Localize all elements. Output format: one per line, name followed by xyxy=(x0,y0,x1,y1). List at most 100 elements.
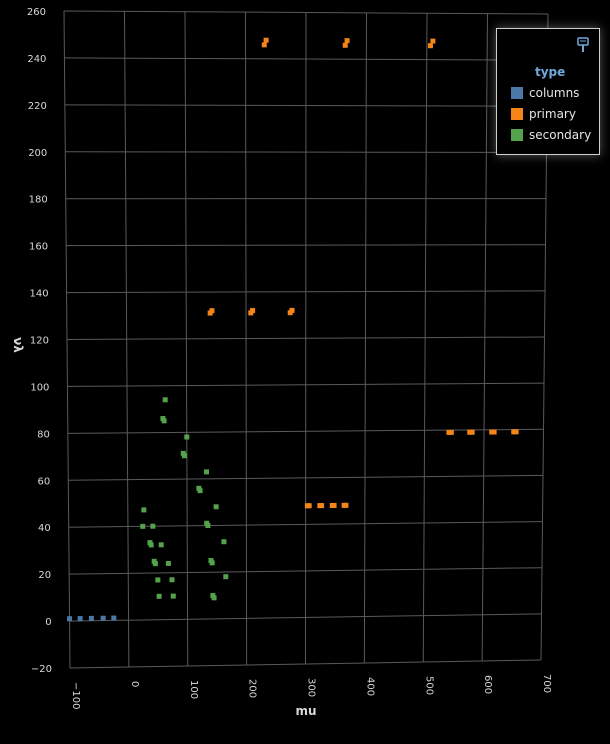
paint-bucket-icon[interactable] xyxy=(577,37,589,53)
y-tick-label: 260 xyxy=(27,7,46,18)
data-point-secondary[interactable] xyxy=(165,560,171,566)
grid-line-horizontal xyxy=(69,613,542,622)
grid-line-horizontal xyxy=(69,659,542,669)
data-point-secondary[interactable] xyxy=(213,504,219,510)
x-tick-label: 300 xyxy=(306,678,317,697)
legend-swatch xyxy=(511,87,523,99)
y-tick-label: 180 xyxy=(29,195,48,206)
data-point-secondary[interactable] xyxy=(152,561,158,567)
data-point-secondary[interactable] xyxy=(221,539,227,545)
data-points[interactable] xyxy=(67,37,519,622)
grid-line-horizontal xyxy=(67,382,545,387)
data-point-primary[interactable] xyxy=(448,429,454,435)
y-tick-label: 200 xyxy=(28,148,47,159)
grid-line-horizontal xyxy=(66,336,545,340)
x-tick-label: 200 xyxy=(247,679,258,698)
data-point-primary[interactable] xyxy=(469,429,475,435)
legend-label: primary xyxy=(529,107,576,121)
grid xyxy=(63,10,549,669)
y-tick-label: 240 xyxy=(27,54,46,65)
data-point-secondary[interactable] xyxy=(156,593,162,599)
data-point-primary[interactable] xyxy=(427,43,433,49)
data-point-secondary[interactable] xyxy=(170,593,176,599)
grid-line-horizontal xyxy=(66,290,546,294)
data-point-secondary[interactable] xyxy=(209,560,215,566)
grid-line-horizontal xyxy=(68,474,544,481)
data-point-columns[interactable] xyxy=(88,615,94,621)
y-tick-label: 140 xyxy=(29,289,48,300)
data-point-secondary[interactable] xyxy=(184,434,190,440)
x-tick-label: 700 xyxy=(541,674,552,693)
data-point-columns[interactable] xyxy=(100,615,106,621)
data-point-secondary[interactable] xyxy=(211,595,217,601)
y-tick-label: 220 xyxy=(28,101,47,112)
legend-label: columns xyxy=(529,86,580,100)
y-tick-label: 40 xyxy=(38,523,51,534)
data-point-secondary[interactable] xyxy=(162,397,168,403)
legend[interactable]: type columns primary secondary xyxy=(496,28,600,155)
x-tick-label: 0 xyxy=(129,681,140,687)
data-point-secondary[interactable] xyxy=(148,542,154,548)
legend-item-secondary[interactable]: secondary xyxy=(511,127,591,143)
legend-item-primary[interactable]: primary xyxy=(511,106,576,122)
y-tick-label: 80 xyxy=(37,429,50,440)
legend-title: type xyxy=(535,65,566,79)
data-point-primary[interactable] xyxy=(261,42,267,48)
data-point-columns[interactable] xyxy=(67,616,73,622)
data-point-primary[interactable] xyxy=(250,308,256,314)
y-tick-label: 0 xyxy=(45,617,51,628)
data-point-columns[interactable] xyxy=(111,615,117,621)
data-point-secondary[interactable] xyxy=(205,523,211,529)
data-point-primary[interactable] xyxy=(343,502,349,508)
data-point-secondary[interactable] xyxy=(223,574,229,580)
grid-line-horizontal xyxy=(64,104,548,107)
legend-item-columns[interactable]: columns xyxy=(511,85,579,101)
y-tick-label: 120 xyxy=(30,336,49,347)
data-point-primary[interactable] xyxy=(344,38,350,44)
x-tick-label: 500 xyxy=(423,676,434,695)
x-tick-label: 600 xyxy=(482,675,493,694)
data-point-secondary[interactable] xyxy=(140,523,146,529)
grid-line-horizontal xyxy=(63,10,549,15)
y-axis-label: νλ xyxy=(11,337,25,353)
data-point-primary[interactable] xyxy=(289,307,295,313)
y-tick-label: 160 xyxy=(29,242,48,253)
legend-swatch xyxy=(511,108,523,120)
grid-line-horizontal xyxy=(69,567,543,575)
x-tick-label: 100 xyxy=(188,680,199,699)
data-point-secondary[interactable] xyxy=(204,469,210,475)
x-axis-label: mu xyxy=(295,704,316,718)
y-tick-label: 60 xyxy=(38,476,51,487)
grid-line-horizontal xyxy=(64,57,548,61)
data-point-primary[interactable] xyxy=(513,429,519,435)
data-point-columns[interactable] xyxy=(77,616,83,622)
data-point-primary[interactable] xyxy=(306,503,312,509)
data-point-primary[interactable] xyxy=(342,42,348,48)
data-point-secondary[interactable] xyxy=(158,542,164,548)
data-point-primary[interactable] xyxy=(263,37,269,43)
tick-labels: −100 0 100 200 300 400 500 600 700 −20 0 20 40 60 80 10… xyxy=(27,7,552,709)
grid-line-horizontal xyxy=(65,151,547,153)
data-point-secondary[interactable] xyxy=(197,488,203,494)
data-point-primary[interactable] xyxy=(331,502,337,508)
y-tick-label: 20 xyxy=(38,570,51,581)
grid-line-horizontal xyxy=(66,244,546,247)
legend-swatch xyxy=(511,129,523,141)
data-point-primary[interactable] xyxy=(491,429,497,435)
data-point-secondary[interactable] xyxy=(150,523,156,529)
data-point-primary[interactable] xyxy=(319,503,325,509)
y-tick-label: −20 xyxy=(31,664,52,675)
data-point-primary[interactable] xyxy=(430,38,436,44)
data-point-primary[interactable] xyxy=(209,308,215,314)
data-point-secondary[interactable] xyxy=(169,577,175,583)
data-point-secondary[interactable] xyxy=(155,577,161,583)
data-point-secondary[interactable] xyxy=(181,453,187,459)
grid-line-horizontal xyxy=(67,428,544,434)
legend-label: secondary xyxy=(529,128,592,142)
data-point-secondary[interactable] xyxy=(161,418,167,424)
data-point-secondary[interactable] xyxy=(141,507,147,513)
grid-line-horizontal xyxy=(68,521,543,528)
x-tick-label: −100 xyxy=(70,682,81,709)
